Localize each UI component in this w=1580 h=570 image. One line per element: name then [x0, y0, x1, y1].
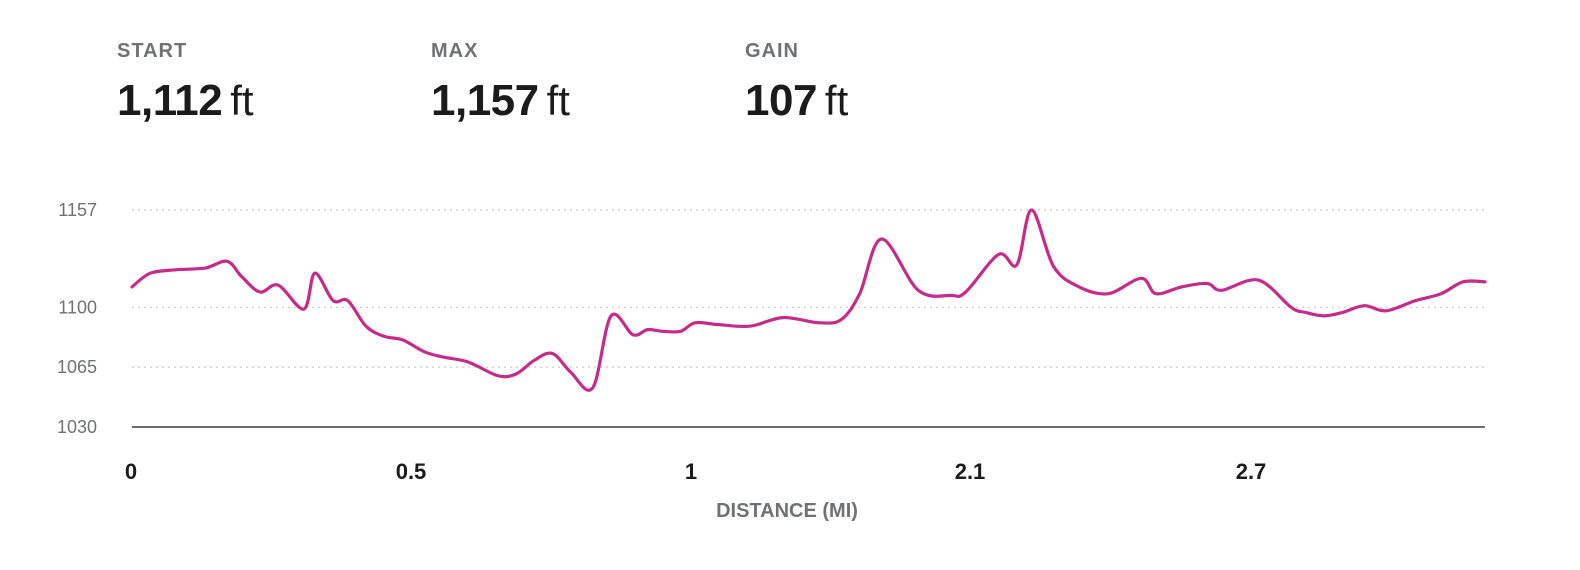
stat-max-value: 1,157	[431, 76, 539, 125]
x-tick-label: 0	[125, 459, 137, 484]
stat-start-label: START	[117, 40, 188, 62]
stat-gain: GAIN 107 ft	[745, 38, 848, 136]
x-tick-label: 2.7	[1236, 459, 1267, 484]
y-tick-label: 1157	[58, 200, 97, 220]
grid-layer	[132, 209, 1485, 368]
x-tick-label: 1	[685, 459, 697, 484]
stat-gain-value-row: 107 ft	[745, 76, 848, 136]
stat-gain-unit: ft	[824, 77, 849, 124]
stat-gain-label: GAIN	[745, 40, 799, 62]
stat-max-value-row: 1,157 ft	[431, 76, 570, 136]
stat-gain-value: 107	[745, 76, 817, 125]
elevation-series-line	[130, 208, 1487, 392]
x-axis-ticks: 0 0.5 1 2.1 2.7	[125, 459, 1266, 484]
y-tick-label: 1100	[58, 297, 97, 317]
y-tick-label: 1065	[57, 357, 97, 377]
x-tick-label: 0.5	[396, 459, 427, 484]
y-tick-label: 1030	[57, 417, 97, 437]
stat-start-value: 1,112	[117, 76, 223, 125]
x-axis-label: DISTANCE (MI)	[716, 500, 858, 522]
y-axis-ticks: 1157 1100 1065 1030	[57, 200, 97, 437]
stat-start-unit: ft	[230, 77, 254, 124]
stat-max-label: MAX	[431, 40, 479, 62]
stat-max: MAX 1,157 ft	[431, 38, 570, 136]
x-tick-label: 2.1	[955, 459, 986, 484]
stat-start: START 1,112 ft	[117, 38, 254, 136]
stat-start-value-row: 1,112 ft	[117, 76, 254, 136]
stat-max-unit: ft	[546, 77, 570, 124]
